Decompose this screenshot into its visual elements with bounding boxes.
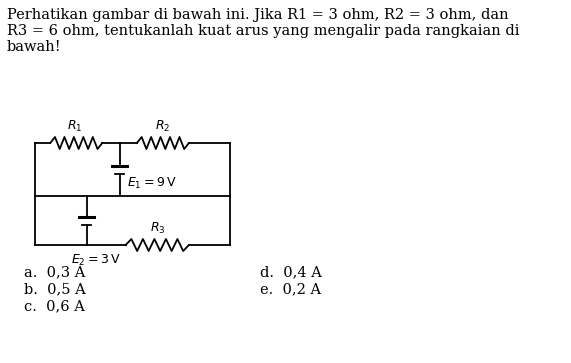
Text: d.  0,4 A: d. 0,4 A	[260, 265, 322, 279]
Text: e.  0,2 A: e. 0,2 A	[260, 282, 321, 296]
Text: $E_2 = 3\,\mathrm{V}$: $E_2 = 3\,\mathrm{V}$	[71, 253, 120, 268]
Text: Perhatikan gambar di bawah ini. Jika R1 = 3 ohm, R2 = 3 ohm, dan
R3 = 6 ohm, ten: Perhatikan gambar di bawah ini. Jika R1 …	[7, 8, 520, 54]
Text: b.  0,5 A: b. 0,5 A	[24, 282, 86, 296]
Text: $R_2$: $R_2$	[155, 119, 171, 134]
Text: $E_1 = 9\,\mathrm{V}$: $E_1 = 9\,\mathrm{V}$	[127, 176, 176, 191]
Text: $R_1$: $R_1$	[67, 119, 82, 134]
Text: $R_3$: $R_3$	[150, 221, 165, 236]
Text: a.  0,3 A: a. 0,3 A	[24, 265, 86, 279]
Text: c.  0,6 A: c. 0,6 A	[24, 299, 85, 313]
